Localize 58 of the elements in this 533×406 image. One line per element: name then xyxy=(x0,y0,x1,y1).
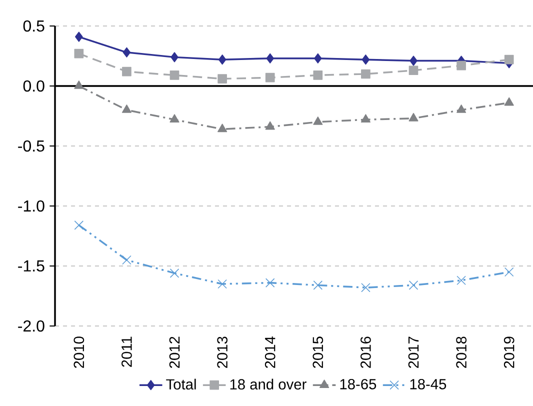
point xyxy=(218,124,228,132)
point xyxy=(74,220,84,230)
x-tick-label: 2017 xyxy=(408,336,419,368)
point xyxy=(122,66,132,76)
y-tick-label: -1.0 xyxy=(18,200,44,212)
x-tick-label: 2016 xyxy=(360,336,371,368)
point xyxy=(170,268,180,278)
point xyxy=(504,97,514,106)
x-tick-label: 2010 xyxy=(74,336,84,368)
point xyxy=(456,60,466,70)
point xyxy=(265,72,275,82)
point xyxy=(170,70,180,80)
point xyxy=(408,280,418,290)
x-tick-label: 2011 xyxy=(122,336,132,367)
point xyxy=(313,116,323,125)
x-tick-label: 2013 xyxy=(217,336,228,368)
y-tick-label: -1.5 xyxy=(18,260,44,272)
point xyxy=(170,52,178,62)
x-tick-label: 2015 xyxy=(312,336,324,368)
y-tick-label: 0.5 xyxy=(23,20,44,32)
legend-label: 18-45 xyxy=(410,378,446,390)
point xyxy=(408,112,418,122)
x-tick-label: 2014 xyxy=(264,336,276,368)
point xyxy=(218,54,226,65)
y-tick-label: -2.0 xyxy=(18,320,44,332)
point xyxy=(122,255,132,265)
legend-label: 18-65 xyxy=(340,378,376,390)
x-tick-label: 2018 xyxy=(456,336,466,368)
point xyxy=(314,53,322,64)
point xyxy=(122,47,131,58)
point xyxy=(361,282,370,292)
point xyxy=(313,280,323,290)
point xyxy=(122,104,132,113)
point xyxy=(456,276,466,286)
x-tick-label: 2019 xyxy=(504,336,514,368)
point xyxy=(362,54,370,65)
legend-label: Total xyxy=(166,378,196,390)
x-tick-label: 2012 xyxy=(169,336,180,368)
y-tick-label: 0.0 xyxy=(23,80,44,92)
point xyxy=(265,121,275,130)
point xyxy=(266,53,274,64)
point xyxy=(74,48,84,58)
point xyxy=(360,114,370,123)
legend-label: 18 and over xyxy=(230,378,306,390)
point xyxy=(313,70,323,80)
point xyxy=(408,66,418,76)
point xyxy=(504,54,514,64)
point xyxy=(361,69,370,79)
point xyxy=(170,114,180,123)
point xyxy=(218,74,227,84)
point xyxy=(74,80,84,89)
point xyxy=(410,56,418,66)
point xyxy=(504,267,514,277)
point xyxy=(456,104,466,113)
point xyxy=(265,278,275,288)
point xyxy=(75,32,83,42)
y-tick-label: -0.5 xyxy=(18,140,44,152)
point xyxy=(218,279,227,289)
